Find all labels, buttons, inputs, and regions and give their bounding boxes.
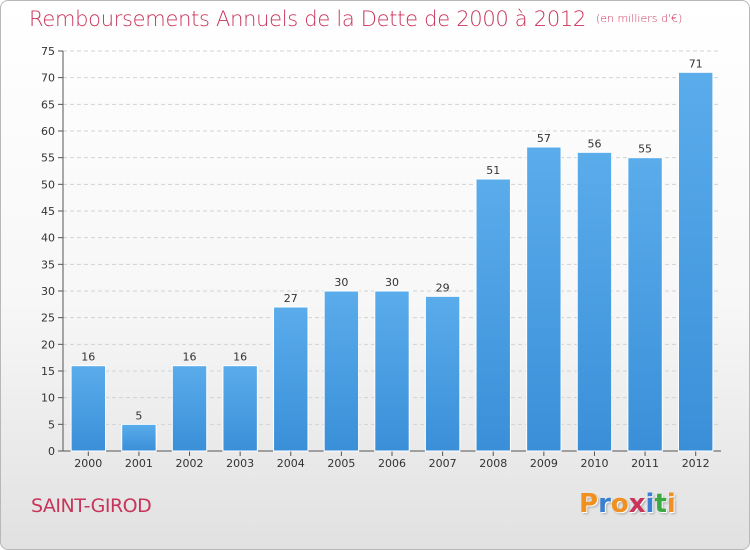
y-tick-label: 5: [48, 418, 55, 431]
bar-2006: [374, 290, 410, 452]
bar-2005: [323, 290, 360, 452]
data-label-2001: 5: [135, 409, 142, 422]
bar-2002: [171, 365, 208, 452]
bars: [70, 71, 714, 452]
data-label-2005: 30: [334, 276, 348, 289]
x-tick-label-2011: 2011: [631, 457, 659, 470]
x-tick-label-2007: 2007: [429, 457, 457, 470]
chart-title: Remboursements Annuels de la Dette de 20…: [29, 7, 682, 31]
y-tick-label: 50: [41, 178, 55, 191]
brand-letter: i: [666, 489, 676, 519]
commune-name: SAINT-GIROD: [31, 495, 152, 517]
bar-2012: [677, 71, 714, 452]
brand-letter: P: [579, 489, 599, 519]
bar-2011: [627, 157, 663, 452]
y-tick-label: 25: [41, 312, 55, 325]
brand-letter: x: [628, 489, 646, 519]
y-tick-label: 15: [41, 365, 55, 378]
brand-letter: r: [598, 489, 611, 519]
bar-2007: [424, 295, 461, 452]
data-label-2000: 16: [81, 351, 95, 364]
chart-title-text: Remboursements Annuels de la Dette de 20…: [29, 7, 586, 31]
x-tick-label-2000: 2000: [74, 457, 102, 470]
bar-2003: [222, 365, 258, 452]
x-tick-label-2002: 2002: [176, 457, 204, 470]
y-tick-label: 75: [41, 45, 55, 58]
bar-2000: [70, 365, 107, 452]
x-tick-label-2008: 2008: [479, 457, 507, 470]
bar-2010: [576, 151, 613, 452]
data-label-2009: 57: [537, 132, 551, 145]
data-label-2003: 16: [233, 351, 247, 364]
axes: 0 5 10 15 20 25 30 35 40 45 50 55 60 65 70 75 2000 2001 20…: [41, 45, 721, 470]
brand-letter: i: [645, 489, 655, 519]
x-tick-label-2012: 2012: [682, 457, 710, 470]
y-tick-label: 10: [41, 392, 55, 405]
y-tick-label: 0: [48, 445, 55, 458]
x-tick-label-2006: 2006: [378, 457, 406, 470]
brand-letter: o: [610, 489, 629, 519]
data-label-2006: 30: [385, 276, 399, 289]
labels: 16 5 16 16 27 30 30 29 51 57 56 55 71: [81, 57, 702, 422]
bar-2009: [526, 146, 562, 452]
y-tick-label: 45: [41, 205, 55, 218]
x-tick-label-2009: 2009: [530, 457, 558, 470]
x-tick-label-2003: 2003: [226, 457, 254, 470]
brand-letter: t: [654, 489, 667, 519]
y-tick-label: 70: [41, 72, 55, 85]
bar-2004: [273, 306, 309, 452]
bar-2001: [121, 423, 157, 452]
data-label-2007: 29: [436, 281, 450, 294]
data-label-2002: 16: [183, 351, 197, 364]
y-tick-label: 55: [41, 152, 55, 165]
y-tick-label: 65: [41, 98, 55, 111]
bar-2008: [475, 178, 511, 452]
y-tick-label: 35: [41, 258, 55, 271]
proxiti-logo[interactable]: Proxiti: [579, 489, 676, 519]
x-tick-label-2005: 2005: [327, 457, 355, 470]
data-label-2008: 51: [486, 164, 500, 177]
x-tick-label-2010: 2010: [580, 457, 608, 470]
data-label-2010: 56: [587, 137, 601, 150]
data-label-2004: 27: [284, 292, 298, 305]
y-tick-label: 40: [41, 232, 55, 245]
chart-subtitle: (en milliers d'€): [596, 12, 683, 25]
y-tick-label: 30: [41, 285, 55, 298]
data-label-2011: 55: [638, 143, 652, 156]
y-tick-label: 60: [41, 125, 55, 138]
y-tick-label: 20: [41, 338, 55, 351]
x-tick-label-2001: 2001: [125, 457, 153, 470]
data-label-2012: 71: [689, 57, 703, 70]
x-tick-label-2004: 2004: [277, 457, 305, 470]
